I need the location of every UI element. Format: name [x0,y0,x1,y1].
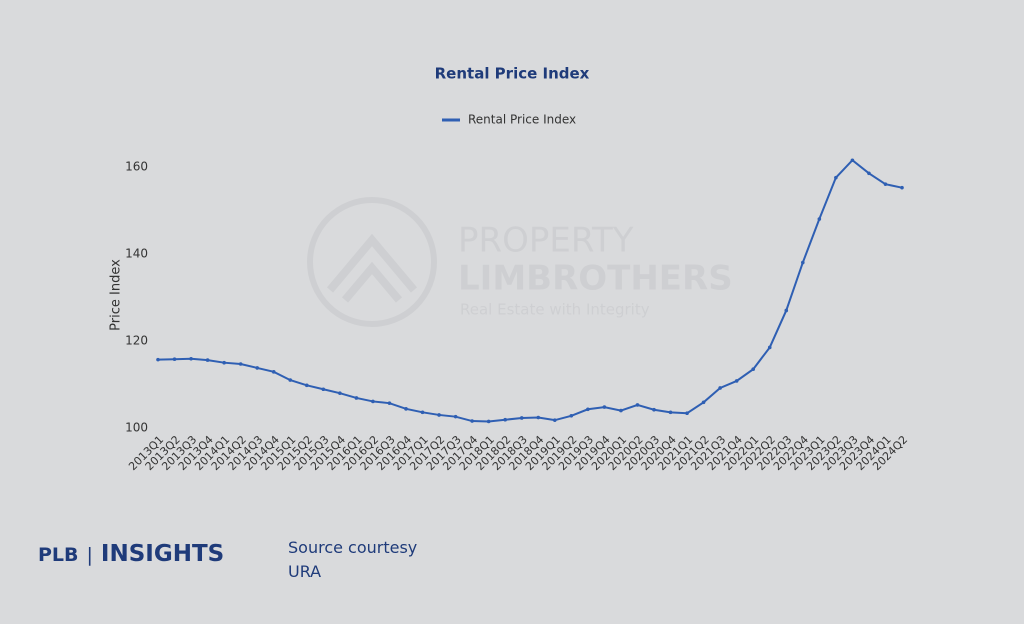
watermark-logo-mark [326,233,418,303]
point [222,360,226,365]
point [470,419,474,423]
brand: PLB [38,544,79,566]
footer-brand: PLB | INSIGHTS [38,541,224,567]
point [685,411,689,415]
point [635,403,640,407]
point [255,366,259,370]
point [850,158,855,163]
point [371,399,375,404]
point [767,345,772,350]
point [867,171,871,176]
point [553,418,557,422]
legend-label: Rental Price Index [468,113,576,127]
point [586,407,590,412]
point [486,419,491,424]
product: INSIGHTS [100,541,225,567]
point [288,378,293,382]
point [172,357,177,362]
point [420,410,425,415]
point [569,414,574,418]
source-label: Source courtesy [288,538,418,557]
point [238,362,243,366]
watermark-text: LIMBROTHERS [458,259,733,299]
point [602,405,607,409]
point [801,260,805,265]
point [205,358,210,362]
y-axis-label: Price Index [109,259,124,331]
watermark-text: PROPERTY [458,221,634,261]
point [817,217,822,221]
point [156,357,160,362]
point [784,308,789,313]
source: URA [288,562,322,581]
point [189,356,193,361]
point [404,407,408,411]
point [437,413,441,417]
chart-title: Rental Price Index [435,65,590,83]
point [619,408,623,413]
point [305,383,309,388]
point [900,185,904,190]
separator: | [86,544,93,566]
point [321,387,326,392]
point [503,417,508,422]
point [718,386,722,390]
point [536,415,541,420]
watermark: PROPERTY LIMBROTHERS Real Estate with In… [307,197,733,327]
watermark-logo [307,197,437,327]
point [453,414,458,419]
point [271,370,276,374]
point [751,367,755,372]
y-tick-label: 100 [125,421,148,435]
y-tick-label: 160 [125,159,148,173]
point [354,396,359,400]
point [668,410,673,415]
line [157,158,903,423]
y-tick-label: 120 [125,333,148,347]
watermark-tagline: Real Estate with Integrity [460,301,650,319]
point [387,401,392,405]
point [701,400,706,405]
point [519,416,524,420]
point [338,391,342,395]
point [834,175,838,180]
point [734,379,739,383]
chart: PROPERTY LIMBROTHERS Real Estate with In… [109,65,911,474]
point [652,407,656,412]
y-tick-label: 140 [125,246,148,260]
point [883,182,888,186]
